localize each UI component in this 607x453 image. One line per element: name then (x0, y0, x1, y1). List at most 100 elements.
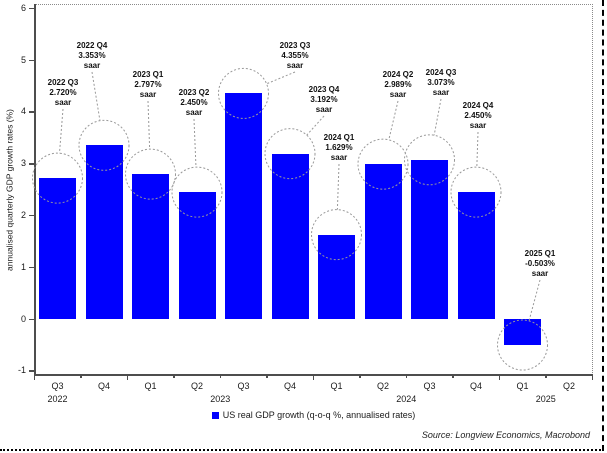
annotation-line: saar (330, 153, 348, 162)
annotation-line: 2024 Q1 (323, 133, 355, 142)
annotation-connector (147, 100, 151, 150)
xlabel-quarter: Q2 (376, 381, 389, 391)
highlight-circle (171, 166, 223, 218)
annotation-line: saar (54, 98, 72, 107)
xlabel-quarter: Q4 (283, 381, 296, 391)
annotation-connector (388, 100, 399, 140)
ytick-mark (29, 266, 34, 269)
annotation-line: 2022 Q4 (76, 41, 108, 50)
xlabel-quarter: Q1 (330, 381, 343, 391)
xtick-mark (498, 375, 501, 380)
annotation-2023-q4: 2023 Q4 3.192% saar (292, 85, 356, 115)
annotation-line: saar (531, 269, 549, 278)
xtick-mark (80, 375, 82, 378)
legend-label: US real GDP growth (q-o-q %, annualised … (222, 410, 416, 420)
annotation-2024-q1: 2024 Q1 1.629% saar (307, 133, 371, 163)
xlabel-quarter: Q1 (516, 381, 529, 391)
highlight-circle (264, 128, 316, 180)
annotation-line: 2023 Q4 (308, 85, 340, 94)
xlabel-quarter: Q1 (144, 381, 157, 391)
bar-2024-q3 (411, 159, 448, 319)
annotation-line: saar (83, 61, 101, 70)
bar-2024-q4 (457, 192, 495, 319)
xlabel-year: 2022 (47, 394, 68, 404)
annotation-line: 2024 Q3 (425, 68, 457, 77)
annotation-connector (528, 279, 541, 322)
xlabel-quarter: Q3 (423, 381, 436, 391)
annotation-line: 2023 Q3 (279, 41, 311, 50)
bar-2022-q3 (39, 178, 76, 319)
annotation-2025-q1: 2025 Q1 -0.503% saar (508, 249, 572, 279)
annotation-line: saar (469, 121, 487, 130)
plot-right-border (592, 4, 593, 375)
annotation-connector (476, 131, 479, 168)
annotation-line: saar (286, 61, 304, 70)
highlight-circle (497, 319, 548, 371)
annotation-line: -0.503% (525, 259, 555, 268)
bar-2022-q4 (85, 145, 123, 319)
bar-2023-q3 (225, 93, 262, 319)
annotation-line: 1.629% (325, 143, 353, 152)
annotation-line: 3.353% (78, 51, 106, 60)
xlabel-quarter: Q3 (51, 381, 64, 391)
annotation-2024-q3: 2024 Q3 3.073% saar (409, 68, 473, 98)
annotation-line: 2.989% (384, 80, 412, 89)
annotation-2024-q4: 2024 Q4 2.450% saar (446, 101, 510, 131)
xtick-mark (405, 375, 408, 378)
ytick-label: 2 (20, 209, 26, 220)
annotation-2022-q3: 2022 Q3 2.720% saar (31, 78, 95, 108)
annotation-line: 2.450% (180, 98, 208, 107)
annotation-line: saar (315, 105, 333, 114)
annotation-line: 2022 Q3 (47, 78, 79, 87)
ytick-mark (29, 214, 34, 217)
annotation-line: 2024 Q4 (462, 101, 494, 110)
annotation-connector (306, 115, 325, 136)
annotation-line: 2.450% (464, 111, 492, 120)
annotation-connector (336, 163, 340, 210)
legend: US real GDP growth (q-o-q %, annualised … (34, 410, 593, 420)
annotation-2023-q3: 2023 Q3 4.355% saar (263, 41, 327, 71)
xtick-mark (545, 375, 547, 378)
bar-2024-q2 (364, 164, 402, 319)
legend-swatch-icon (211, 411, 219, 419)
bar-2024-q1 (318, 234, 355, 319)
annotation-line: saar (389, 90, 407, 99)
highlight-circle (357, 138, 409, 190)
xtick-mark (126, 375, 129, 380)
highlight-circle (404, 134, 455, 186)
annotation-line: 2024 Q2 (382, 70, 414, 79)
xtick-mark (359, 375, 361, 378)
xlabel-quarter: Q4 (97, 381, 110, 391)
bar-2023-q1 (132, 174, 169, 319)
source-credit: Source: Longview Economics, Macrobond (421, 430, 590, 440)
annotation-2023-q1: 2023 Q1 2.797% saar (116, 70, 180, 100)
highlight-circle (311, 209, 362, 261)
highlight-circle (32, 152, 83, 204)
xlabel-year: 2023 (210, 394, 231, 404)
y-axis-line (34, 4, 36, 375)
xtick-mark (266, 375, 268, 378)
ytick-label: 1 (20, 261, 26, 272)
annotation-line: 2.797% (134, 80, 162, 89)
annotation-line: 3.192% (310, 95, 338, 104)
annotation-connector (91, 71, 101, 121)
annotation-2023-q2: 2023 Q2 2.450% saar (162, 88, 226, 118)
ytick-mark (29, 111, 34, 113)
x-axis-line (34, 374, 593, 376)
annotation-line: 2023 Q1 (132, 70, 164, 79)
xlabel-quarter: Q3 (237, 381, 250, 391)
ytick-label: 3 (20, 158, 26, 169)
xtick-mark (312, 375, 315, 380)
annotation-line: 2023 Q2 (178, 88, 210, 97)
plot-top-border (36, 4, 593, 5)
annotation-line: 4.355% (281, 51, 309, 60)
annotation-line: 2.720% (49, 88, 77, 97)
annotation-2022-q4: 2022 Q4 3.353% saar (60, 41, 124, 71)
page-border-bottom (0, 449, 604, 451)
xlabel-year: 2025 (535, 394, 556, 404)
xlabel-quarter: Q2 (562, 381, 575, 391)
annotation-2024-q2: 2024 Q2 2.989% saar (366, 70, 430, 100)
annotation-line: saar (185, 108, 203, 117)
